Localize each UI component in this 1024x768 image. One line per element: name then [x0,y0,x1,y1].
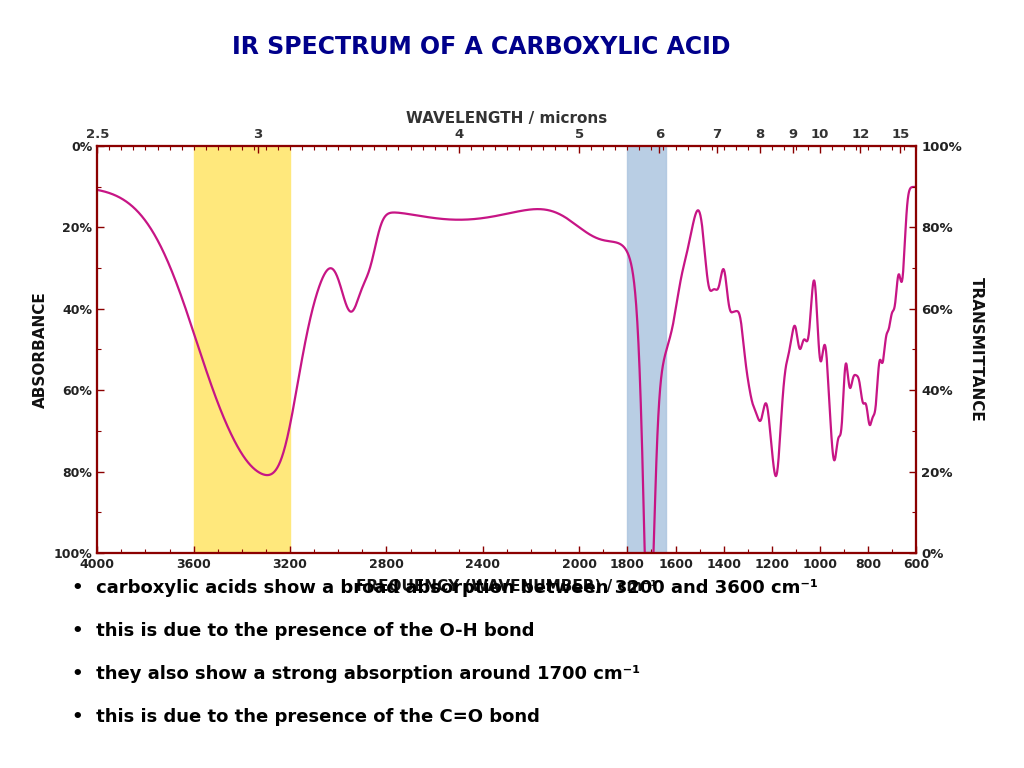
Bar [628,146,666,553]
X-axis label: WAVELENGTH / microns: WAVELENGTH / microns [407,111,607,125]
Text: •  carboxylic acids show a broad absorption between 3200 and 3600 cm⁻¹: • carboxylic acids show a broad absorpti… [72,578,817,597]
Bar [194,146,290,553]
X-axis label: FREQUENCY (WAVENUMBER) / cm⁻¹: FREQUENCY (WAVENUMBER) / cm⁻¹ [356,579,657,594]
Text: •  this is due to the presence of the O-H bond: • this is due to the presence of the O-H… [72,622,535,641]
Text: •  this is due to the presence of the C=O bond: • this is due to the presence of the C=O… [72,708,540,727]
Y-axis label: ABSORBANCE: ABSORBANCE [33,291,48,408]
Text: •  they also show a strong absorption around 1700 cm⁻¹: • they also show a strong absorption aro… [72,665,640,684]
Text: IR SPECTRUM OF A CARBOXYLIC ACID: IR SPECTRUM OF A CARBOXYLIC ACID [232,35,730,58]
Y-axis label: TRANSMITTANCE: TRANSMITTANCE [970,277,984,422]
